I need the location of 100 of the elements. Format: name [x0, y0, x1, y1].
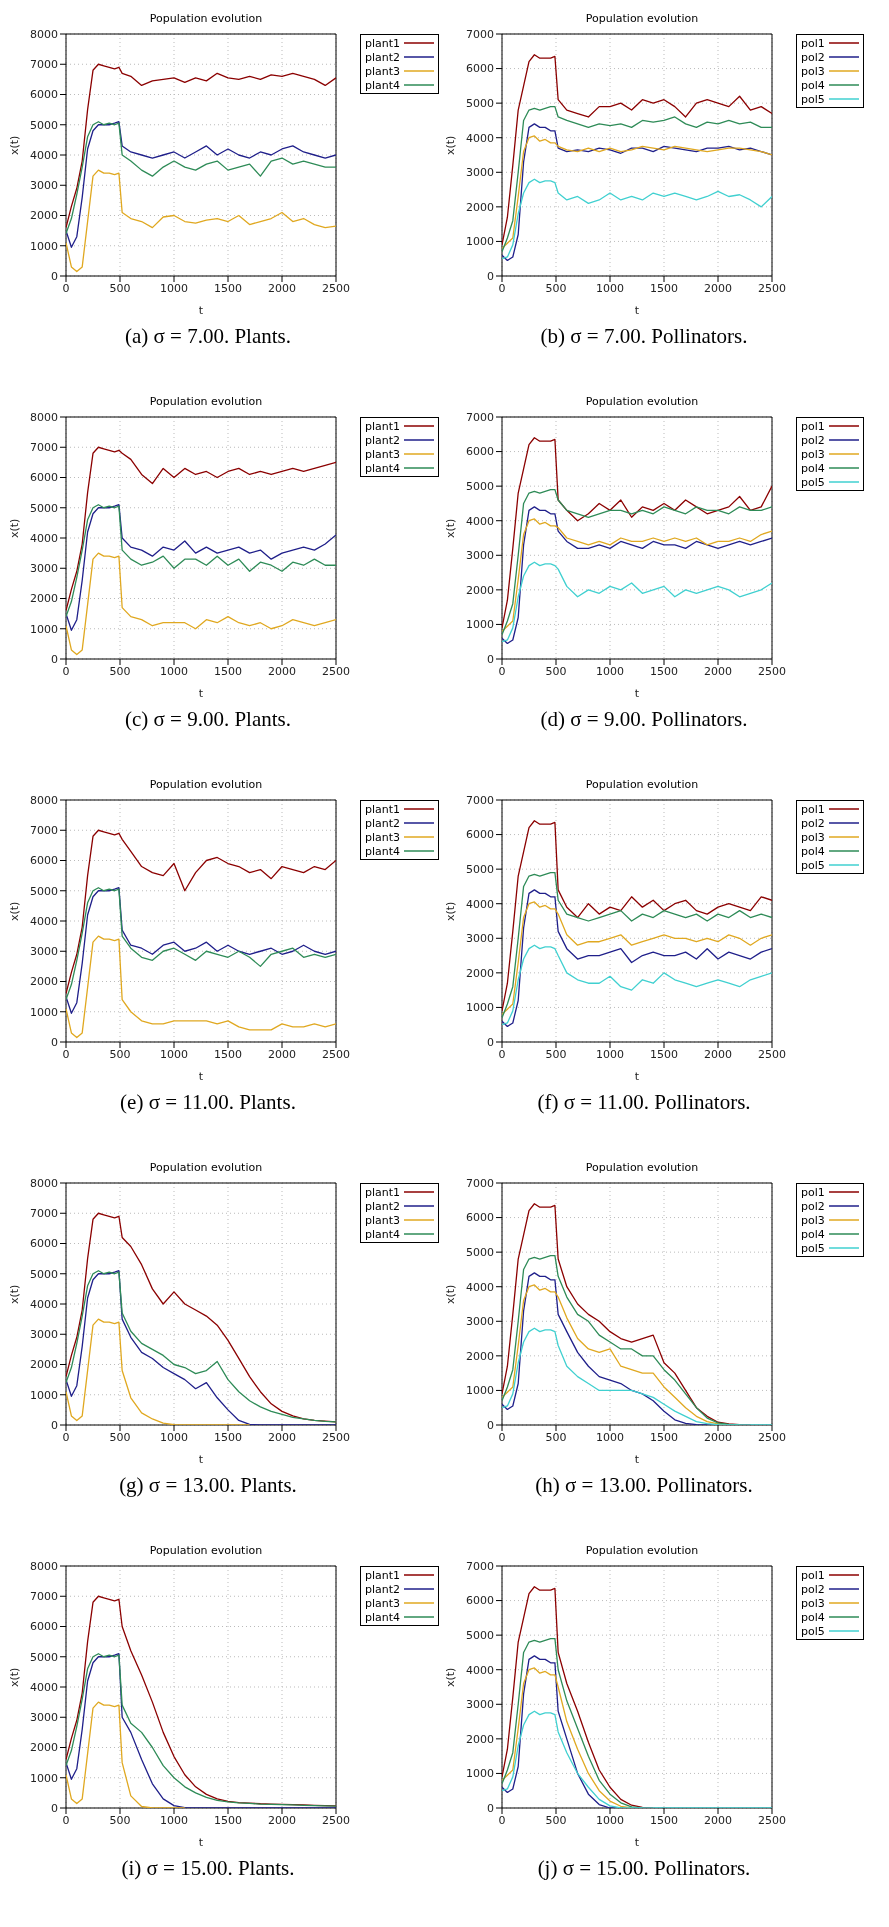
x-tick-label: 1500 [214, 1430, 242, 1444]
y-tick-label: 7000 [466, 1559, 494, 1573]
y-tick-label: 7000 [30, 1207, 58, 1221]
x-tick-label: 1500 [650, 1047, 678, 1061]
y-tick-label: 0 [487, 1801, 494, 1815]
x-tick-label: 0 [62, 281, 70, 295]
x-tick-label: 2500 [758, 1813, 786, 1827]
legend-label: pol4 [801, 1610, 825, 1624]
y-tick-label: 0 [51, 269, 58, 283]
chart-title: Population evolution [584, 395, 700, 408]
x-tick-label: 2500 [758, 1047, 786, 1061]
y-tick-label: 7000 [30, 58, 58, 72]
line-series [66, 1701, 186, 1808]
y-tick-label: 4000 [466, 1663, 494, 1677]
text: (d) σ = 9.00. Pollinators. [539, 707, 749, 732]
x-tick-label: 2000 [704, 1813, 732, 1827]
y-tick-label: 6000 [30, 854, 58, 868]
chart-title: Population evolution [584, 1161, 700, 1174]
legend-label: plant2 [365, 50, 401, 64]
y-tick-label: 3000 [466, 166, 494, 180]
x-tick-label: 500 [545, 1430, 567, 1444]
x-tick-label: 1000 [160, 664, 188, 678]
chart-title: Population evolution [148, 395, 264, 408]
y-tick-label: 1000 [466, 618, 494, 632]
y-tick-label: 0 [487, 652, 494, 666]
y-tick-label: 6000 [466, 62, 494, 76]
y-tick-label: 7000 [466, 1176, 494, 1190]
x-tick-label: 1500 [650, 1813, 678, 1827]
line-series [66, 829, 336, 995]
legend-label: plant3 [365, 64, 401, 78]
legend-label: pol4 [801, 78, 825, 92]
y-tick-label: 4000 [30, 1680, 58, 1694]
y-tick-label: 2000 [466, 1349, 494, 1363]
x-tick-label: 1500 [214, 1813, 242, 1827]
y-tick-label: 3000 [466, 932, 494, 946]
x-axis-title: t [198, 1836, 204, 1849]
legend-label: pol1 [801, 36, 825, 50]
x-axis-title: t [634, 687, 640, 700]
y-tick-label: 2000 [466, 200, 494, 214]
text: (a) σ = 7.00. Plants. [123, 324, 293, 349]
y-tick-label: 6000 [466, 1211, 494, 1225]
x-tick-label: 2500 [758, 664, 786, 678]
x-tick-label: 2000 [268, 1047, 296, 1061]
line-series [66, 552, 336, 656]
text: (c) σ = 9.00. Plants. [123, 707, 293, 732]
legend-label: pol1 [801, 419, 825, 433]
line-series [502, 871, 772, 1019]
x-axis-title: t [634, 1453, 640, 1466]
y-tick-label: 2000 [466, 1732, 494, 1746]
legend-label: pol2 [801, 50, 825, 64]
legend-label: pol1 [801, 1568, 825, 1582]
legend-label: pol5 [801, 92, 825, 106]
y-tick-label: 8000 [30, 793, 58, 807]
y-tick-label: 5000 [30, 118, 58, 132]
line-series [66, 935, 336, 1039]
x-tick-label: 1500 [214, 664, 242, 678]
y-tick-label: 6000 [30, 88, 58, 102]
y-tick-label: 0 [487, 269, 494, 283]
x-tick-label: 1500 [650, 1430, 678, 1444]
x-tick-label: 1000 [596, 664, 624, 678]
text: (e) σ = 11.00. Plants. [119, 1090, 297, 1115]
x-tick-label: 2000 [268, 1813, 296, 1827]
legend-label: pol1 [801, 802, 825, 816]
x-tick-label: 500 [109, 664, 131, 678]
legend-label: plant1 [365, 1185, 401, 1199]
x-axis-title: t [198, 1070, 204, 1083]
x-tick-label: 1500 [650, 281, 678, 295]
y-tick-label: 6000 [30, 1237, 58, 1251]
y-tick-label: 0 [51, 1035, 58, 1049]
text: (g) σ = 13.00. Plants. [118, 1473, 298, 1498]
x-tick-label: 1000 [596, 1813, 624, 1827]
y-tick-label: 5000 [466, 1246, 494, 1260]
x-tick-label: 500 [545, 664, 567, 678]
legend-label: pol5 [801, 475, 825, 489]
y-tick-label: 3000 [466, 549, 494, 563]
x-tick-label: 500 [109, 281, 131, 295]
y-tick-label: 4000 [30, 1297, 58, 1311]
y-tick-label: 2000 [30, 1741, 58, 1755]
legend-label: pol3 [801, 1596, 825, 1610]
y-axis-title: x(t) [443, 1667, 457, 1687]
y-tick-label: 0 [487, 1418, 494, 1432]
legend-label: plant3 [365, 1213, 401, 1227]
legend-label: plant4 [365, 78, 401, 92]
x-tick-label: 1000 [596, 281, 624, 295]
y-tick-label: 1000 [30, 1005, 58, 1019]
x-tick-label: 1000 [160, 1813, 188, 1827]
x-tick-label: 2000 [704, 664, 732, 678]
legend-label: pol5 [801, 1624, 825, 1638]
y-tick-label: 6000 [30, 471, 58, 485]
x-tick-label: 500 [545, 281, 567, 295]
line-series [66, 63, 336, 229]
x-axis-title: t [634, 1070, 640, 1083]
y-tick-label: 3000 [30, 562, 58, 576]
x-tick-label: 500 [109, 1813, 131, 1827]
y-axis-title: x(t) [7, 1284, 21, 1304]
y-axis-title: x(t) [7, 901, 21, 921]
y-axis-title: x(t) [443, 1284, 457, 1304]
legend-label: plant1 [365, 419, 401, 433]
line-series [502, 488, 772, 636]
y-tick-label: 2000 [466, 583, 494, 597]
